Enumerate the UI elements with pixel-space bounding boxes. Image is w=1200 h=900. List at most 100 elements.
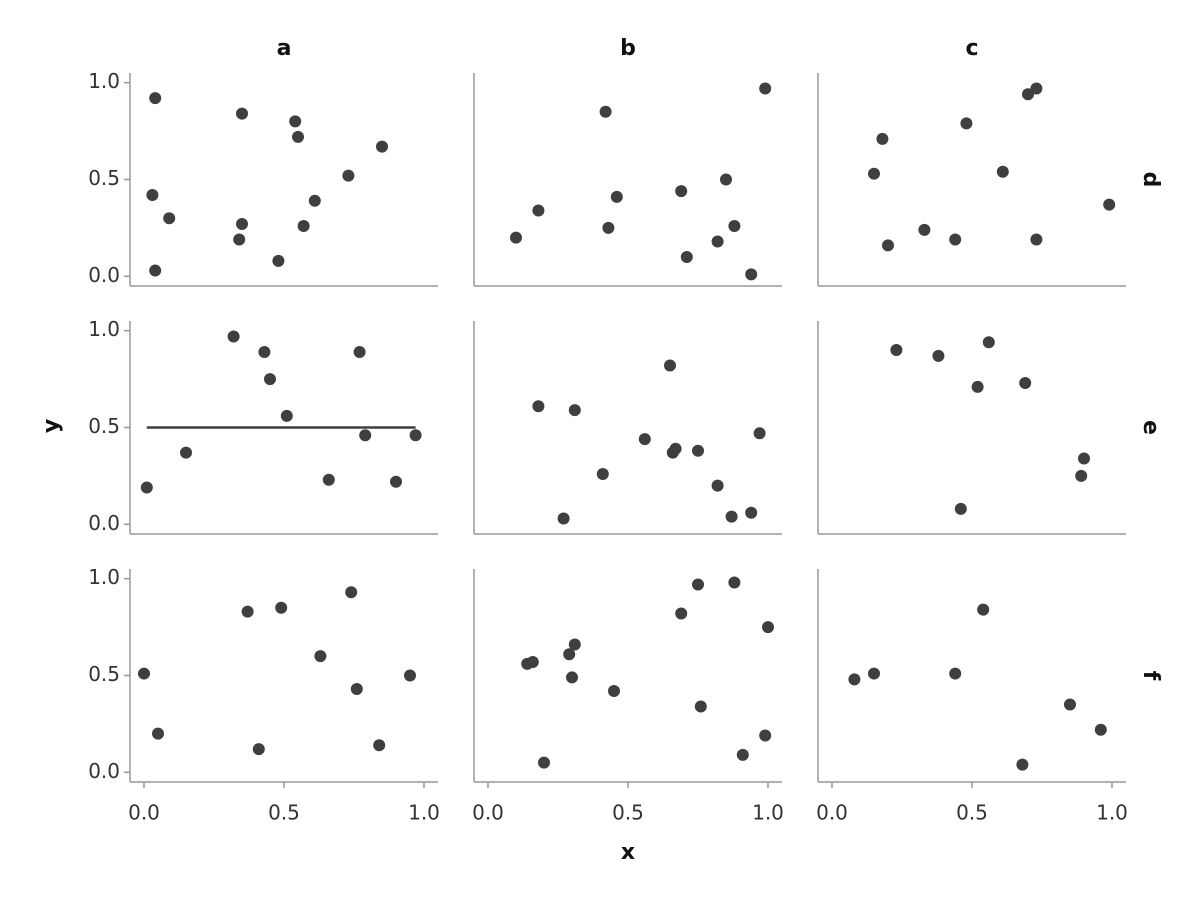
point — [146, 188, 159, 201]
point — [292, 130, 304, 143]
point — [675, 185, 688, 198]
point — [996, 165, 1009, 178]
point — [409, 429, 422, 442]
point — [532, 400, 545, 413]
point — [711, 235, 724, 248]
point — [753, 427, 766, 440]
point — [725, 510, 738, 523]
point — [563, 648, 576, 661]
point — [736, 748, 749, 761]
y-tick-label: 0.0 — [88, 263, 120, 287]
point — [350, 683, 363, 696]
point — [680, 250, 693, 263]
x-tick-label: 1.0 — [752, 801, 784, 825]
point — [510, 231, 522, 244]
point — [538, 756, 550, 769]
point — [669, 442, 682, 455]
point — [353, 345, 366, 358]
point — [138, 667, 150, 680]
point — [1075, 469, 1088, 482]
point — [720, 173, 732, 186]
point — [876, 132, 889, 145]
point — [272, 254, 285, 267]
row-label: d — [1138, 172, 1163, 188]
y-tick-label: 0.0 — [88, 511, 120, 535]
point — [711, 479, 724, 492]
point — [345, 586, 358, 599]
point — [1064, 698, 1076, 711]
point — [675, 607, 688, 620]
point — [1016, 758, 1029, 771]
x-axis-label: x — [621, 840, 635, 865]
y-tick-label: 1.0 — [88, 565, 120, 589]
column-label: a — [277, 36, 292, 61]
point — [152, 727, 164, 740]
point — [526, 655, 539, 668]
point — [180, 446, 192, 459]
point — [252, 743, 265, 756]
point — [608, 684, 620, 697]
point — [275, 601, 288, 614]
point — [602, 221, 615, 234]
point — [728, 219, 741, 232]
point — [868, 667, 880, 680]
x-tick-label: 0.0 — [472, 801, 504, 825]
point — [1103, 198, 1116, 211]
point — [982, 336, 995, 349]
point — [163, 212, 176, 225]
x-tick-label: 0.5 — [612, 801, 644, 825]
point — [745, 268, 758, 281]
point — [759, 729, 772, 742]
point — [359, 429, 372, 442]
point — [638, 433, 651, 446]
point — [694, 700, 707, 713]
point — [532, 204, 545, 217]
point — [949, 667, 962, 680]
y-axis-label: y — [39, 419, 64, 433]
point — [596, 467, 609, 480]
point — [566, 671, 578, 684]
point — [149, 264, 162, 277]
point — [1094, 723, 1107, 736]
point — [280, 409, 293, 422]
point — [745, 506, 758, 519]
point — [1019, 376, 1032, 389]
point — [390, 475, 402, 488]
x-tick-label: 0.5 — [268, 801, 300, 825]
point — [977, 603, 990, 616]
point — [308, 194, 321, 207]
x-tick-label: 0.5 — [956, 801, 988, 825]
column-label: b — [620, 36, 636, 61]
point — [664, 359, 676, 372]
point — [848, 673, 861, 686]
point — [149, 92, 162, 105]
point — [227, 330, 240, 343]
point — [373, 739, 386, 752]
y-tick-label: 1.0 — [88, 69, 120, 93]
point — [1022, 88, 1034, 101]
point — [868, 167, 880, 180]
point — [728, 576, 741, 589]
point — [890, 344, 903, 357]
row-label: e — [1138, 420, 1163, 435]
point — [1078, 452, 1090, 465]
x-tick-label: 0.0 — [128, 801, 160, 825]
point — [1030, 233, 1043, 246]
point — [759, 82, 772, 95]
point — [762, 621, 774, 634]
y-tick-label: 1.0 — [88, 317, 120, 341]
point — [568, 404, 581, 417]
x-tick-label: 0.0 — [816, 801, 848, 825]
point — [322, 473, 335, 486]
point — [882, 239, 894, 252]
point — [692, 578, 704, 591]
point — [258, 345, 271, 358]
point — [610, 190, 623, 203]
point — [1030, 82, 1043, 95]
point — [568, 638, 581, 651]
point — [918, 223, 931, 236]
point — [342, 169, 355, 182]
point — [297, 219, 310, 232]
y-tick-label: 0.0 — [88, 759, 120, 783]
